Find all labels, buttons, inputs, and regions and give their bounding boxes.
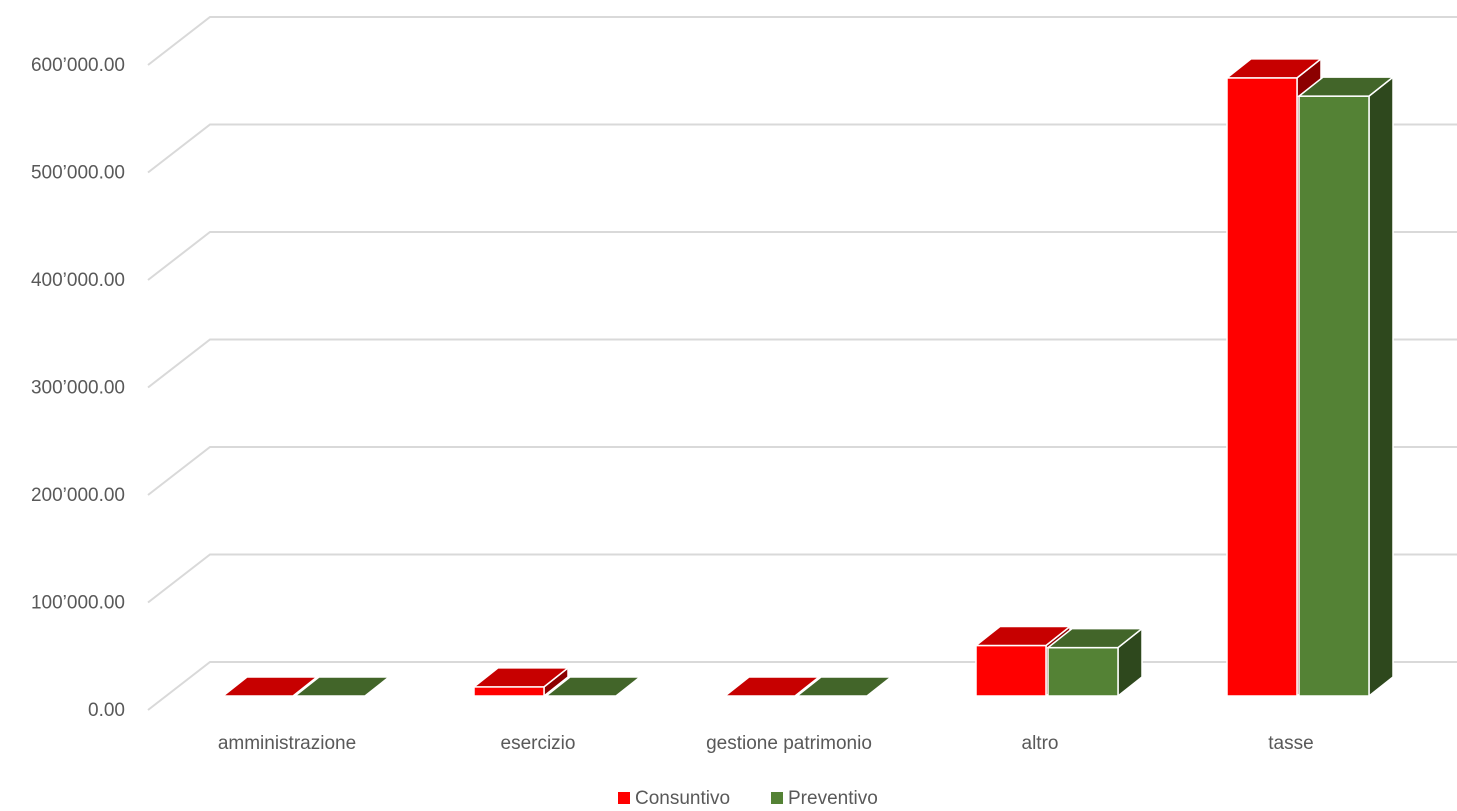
legend-swatch xyxy=(618,792,630,804)
bar-preventivo xyxy=(292,676,392,697)
y-tick-label: 400’000.00 xyxy=(31,270,125,291)
legend: Consuntivo Preventivo xyxy=(618,788,878,809)
legend-swatch xyxy=(771,792,783,804)
y-tick-label: 0.00 xyxy=(88,700,125,721)
bar-consuntivo xyxy=(471,666,571,698)
bar-preventivo xyxy=(1296,75,1396,698)
bar-preventivo xyxy=(1045,627,1145,698)
x-category-label: gestione patrimonio xyxy=(706,733,872,754)
x-category-label: amministrazione xyxy=(218,733,356,754)
bar-preventivo xyxy=(543,676,643,697)
gridline xyxy=(147,553,1457,604)
y-tick-label: 500’000.00 xyxy=(31,163,125,184)
gridlines xyxy=(147,16,1457,711)
y-tick-label: 600’000.00 xyxy=(31,55,125,76)
legend-label: Preventivo xyxy=(788,788,878,809)
legend-label: Consuntivo xyxy=(635,788,730,809)
y-tick-label: 300’000.00 xyxy=(31,378,125,399)
legend-item: Consuntivo xyxy=(618,788,730,809)
legend-item: Preventivo xyxy=(771,788,878,809)
x-axis-category-labels: amministrazione esercizio gestione patrimo… xyxy=(218,733,1314,754)
gridline xyxy=(147,123,1457,174)
bar-consuntivo xyxy=(722,676,822,697)
gridline xyxy=(147,16,1457,66)
y-tick-label: 200’000.00 xyxy=(31,485,125,506)
gridline xyxy=(147,446,1457,496)
bar-consuntivo xyxy=(220,676,320,697)
gridline xyxy=(147,231,1457,281)
y-tick-label: 100’000.00 xyxy=(31,593,125,614)
bars xyxy=(220,57,1396,698)
gridline xyxy=(147,338,1457,389)
bar-preventivo xyxy=(794,676,894,697)
x-category-label: altro xyxy=(1022,733,1059,754)
y-axis-tick-labels: 0.00 100’000.00 200’000.00 300’000.00 400’00… xyxy=(31,55,125,721)
x-category-label: tasse xyxy=(1268,733,1313,754)
x-category-label: esercizio xyxy=(501,733,576,754)
